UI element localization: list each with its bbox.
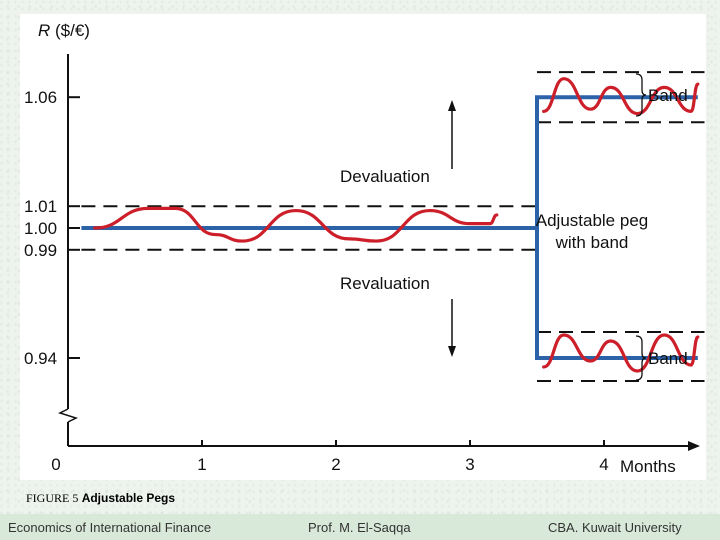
lower-band-label: Band [648, 349, 688, 368]
exchange-rate-path-2 [542, 333, 700, 373]
x-tick-label-4: 4 [599, 455, 608, 474]
exchange-rate-path-1 [542, 77, 700, 116]
peg-label-line2: with band [555, 233, 629, 252]
y-tick-label-1: 1.01 [24, 197, 57, 216]
x-tick-label-2: 2 [331, 455, 340, 474]
y-ticks: 1.06 1.01 1.00 0.99 0.94 [24, 88, 80, 368]
devaluation-label: Devaluation [340, 167, 430, 186]
x-tick-label-3: 3 [465, 455, 474, 474]
y-tick-label-3: 0.99 [24, 241, 57, 260]
upper-band-label: Band [648, 86, 688, 105]
exchange-rate-path-0 [93, 206, 499, 243]
exchange-rate-paths [93, 77, 700, 373]
peg-line-upper [81, 95, 698, 230]
devaluation-arrowhead [448, 100, 456, 111]
x-ticks: 0 1 2 3 4 [51, 440, 609, 474]
figure-caption: FIGURE 5 Adjustable Pegs [26, 491, 175, 506]
revaluation-label: Revaluation [340, 274, 430, 293]
y-axis-label-symbol: R [38, 21, 50, 40]
footer-instructor: Prof. M. El-Saqqa [308, 520, 411, 535]
x-tick-label-0: 0 [51, 455, 60, 474]
x-axis-label: Months [620, 457, 676, 476]
y-tick-label-2: 1.00 [24, 219, 57, 238]
lower-band-brace [635, 335, 647, 381]
y-axis-label: R ($/€) [38, 21, 90, 40]
figure-title: Adjustable Pegs [81, 491, 176, 505]
upper-band-brace [635, 73, 647, 117]
figure-number: FIGURE 5 [26, 491, 79, 505]
footer-course: Economics of International Finance [8, 520, 212, 535]
y-axis-break [58, 408, 78, 423]
x-axis-arrow [688, 441, 700, 451]
x-tick-label-1: 1 [197, 455, 206, 474]
band-lines [81, 71, 705, 382]
footer-institution: CBA. Kuwait University [548, 520, 682, 535]
chart-panel: R ($/€) Months 1.06 1.01 1.00 0.99 0.94 0 1 2 3… [20, 14, 706, 480]
peg-label-line1: Adjustable peg [536, 211, 648, 230]
y-axis-label-unit: ($/€) [50, 21, 90, 40]
y-tick-label-0: 1.06 [24, 88, 57, 107]
chart-svg: R ($/€) Months 1.06 1.01 1.00 0.99 0.94 0 1 2 3… [24, 21, 705, 476]
revaluation-arrowhead [448, 346, 456, 357]
y-tick-label-4: 0.94 [24, 349, 57, 368]
footer-bar: Economics of International Finance Prof.… [0, 514, 720, 540]
